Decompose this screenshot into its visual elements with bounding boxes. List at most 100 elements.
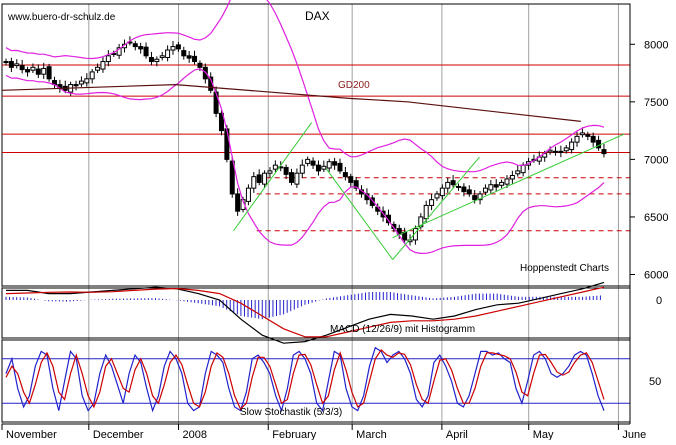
axes: 8000 7500 7000 6500 6000 0 50 November December 2… [1, 4, 668, 441]
candle-body [213, 91, 219, 114]
candle-body [192, 55, 198, 63]
candle-body [84, 78, 90, 84]
candle-body [321, 165, 327, 170]
candle-body [585, 134, 591, 137]
candle-body [315, 164, 321, 172]
candle-body [337, 162, 343, 172]
candle-body [574, 135, 580, 143]
gd200-label: GD200 [338, 80, 370, 91]
candle-body [245, 187, 251, 202]
candle-body [493, 184, 499, 188]
macd-title: MACD (12/26/9) mit Histogramm [330, 324, 475, 335]
candle-body [165, 49, 171, 59]
candle-body [14, 63, 20, 67]
candle-body [25, 69, 31, 73]
candle-body [353, 180, 359, 189]
stochastic-k-line [5, 346, 605, 413]
candle-body [30, 66, 36, 71]
candle-body [504, 178, 510, 185]
macd-signal-line [5, 286, 605, 338]
stochastic-tick-label: 50 [649, 376, 661, 388]
candle-body [472, 195, 478, 201]
candle-body [170, 46, 176, 51]
price-tick-label: 6000 [644, 269, 668, 281]
candle-body [267, 170, 273, 174]
candle-body [95, 66, 101, 71]
candle-body [412, 227, 418, 241]
candle-body [289, 172, 295, 183]
candle-body [563, 147, 569, 152]
bollinger-upper [5, 0, 605, 173]
trend-channel-line [325, 168, 394, 260]
candle-body [402, 231, 408, 241]
candle-body [41, 67, 47, 75]
candle-body [154, 58, 160, 63]
gd200-line [1, 83, 581, 122]
macd-panel [5, 281, 605, 344]
macd-line [6, 281, 605, 344]
candle-body [332, 161, 338, 166]
candle-body [159, 55, 165, 59]
candle-body [46, 66, 52, 80]
stochastic-panel [2, 346, 630, 413]
candle-body [3, 61, 9, 64]
candle-body [197, 62, 203, 68]
candle-body [100, 61, 106, 70]
candle-body [224, 128, 230, 160]
watermark-text: www.buero-dr-schulz.de [7, 12, 116, 23]
candle-body [429, 199, 435, 206]
trend-channel-line [392, 133, 625, 239]
candle-body [450, 180, 456, 186]
candle-body [283, 166, 289, 175]
candle-body [326, 161, 332, 169]
candle-body [181, 50, 187, 57]
trend-channel-line [233, 122, 313, 232]
candle-body [342, 172, 348, 178]
candle-body [35, 68, 41, 75]
candle-body [299, 164, 305, 174]
candle-body [116, 47, 122, 56]
trend-channel-line [392, 156, 480, 260]
candle-body [596, 139, 602, 149]
month-tick-label: March [356, 429, 387, 440]
month-tick-label: February [272, 429, 317, 440]
candle-body [509, 175, 515, 180]
candle-body [262, 172, 268, 185]
month-tick-label: 2008 [183, 429, 207, 440]
candle-body [310, 160, 316, 166]
month-tick-label: November [6, 429, 57, 440]
candle-body [590, 135, 596, 143]
candle-body [235, 193, 241, 212]
candle-body [482, 187, 488, 193]
candle-body [579, 132, 585, 136]
candle-body [385, 214, 391, 224]
candle-body [477, 193, 483, 201]
candle-body [132, 43, 138, 48]
candle-body [105, 55, 111, 63]
candle-body [369, 197, 375, 206]
chart-title: DAX [305, 9, 330, 23]
candle-body [19, 65, 25, 71]
candle-body [305, 158, 311, 164]
stochastic-d-line [5, 348, 605, 411]
candle-body [445, 181, 451, 189]
month-tick-label: April [446, 429, 468, 440]
macd-tick-label: 0 [656, 295, 662, 307]
candle-body [111, 52, 117, 55]
candle-body [439, 187, 445, 197]
candle-body [186, 55, 192, 59]
candle-body [78, 80, 84, 85]
candle-body [348, 176, 354, 183]
candle-body [520, 164, 526, 174]
bollinger-lower [5, 68, 605, 255]
candle-body [423, 204, 429, 220]
candle-body [148, 57, 154, 63]
candle-body [73, 84, 79, 87]
price-tick-label: 7500 [644, 97, 668, 109]
candle-body [461, 186, 467, 193]
month-tick-label: May [533, 429, 554, 440]
price-tick-label: 7000 [644, 154, 668, 166]
